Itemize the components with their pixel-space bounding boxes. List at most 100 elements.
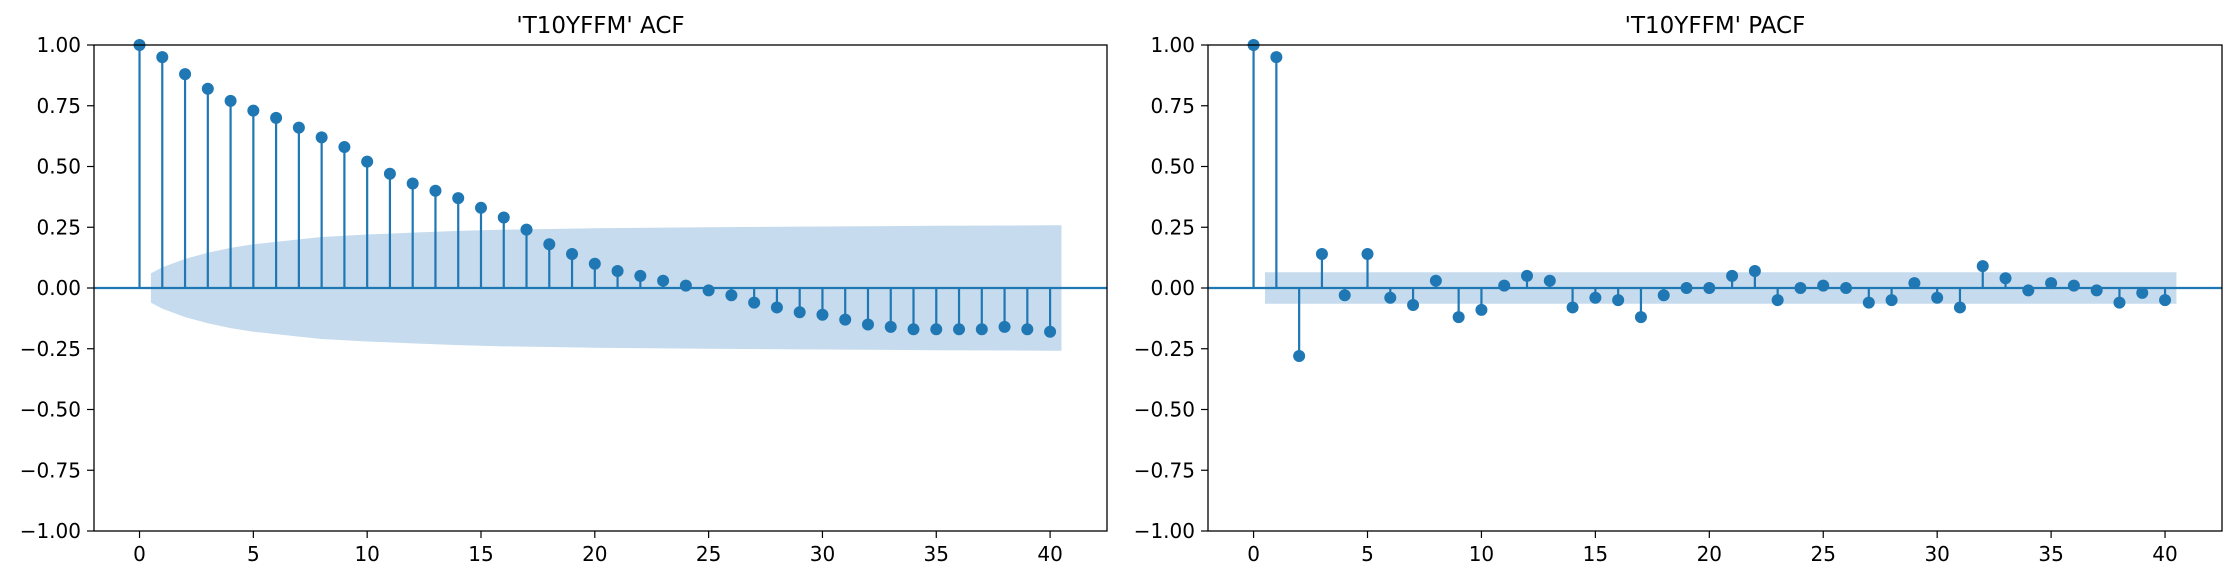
pacf-marker-lag-16	[1612, 294, 1625, 307]
pacf-ytick-label: 1.00	[1150, 33, 1195, 57]
acf-xtick-label: 20	[582, 542, 607, 566]
pacf-marker-lag-8	[1429, 274, 1442, 287]
acf-marker-lag-3	[201, 82, 214, 95]
acf-marker-lag-12	[406, 177, 419, 190]
pacf-marker-lag-38	[2113, 296, 2126, 309]
acf-marker-lag-39	[1021, 323, 1034, 336]
acf-marker-lag-40	[1044, 325, 1057, 338]
pacf-xtick-label: 20	[1697, 542, 1722, 566]
acf-marker-lag-2	[179, 68, 192, 81]
pacf-xtick-label: 35	[2038, 542, 2063, 566]
acf-xtick-label: 0	[133, 542, 146, 566]
pacf-ytick-label: −0.75	[1134, 458, 1195, 482]
acf-marker-lag-18	[543, 238, 556, 251]
acf-marker-lag-24	[679, 279, 692, 292]
acf-marker-lag-22	[634, 269, 647, 282]
acf-ytick-label: 1.00	[36, 33, 81, 57]
acf-chart: 'T10YFFM' ACF 0 5 10 15 20 25 30 35 40 1.00 0.75 0.…	[20, 13, 1108, 566]
pacf-marker-lag-28	[1885, 294, 1898, 307]
acf-marker-lag-33	[884, 320, 897, 333]
pacf-xtick-label: 15	[1583, 542, 1608, 566]
pacf-marker-lag-23	[1771, 294, 1784, 307]
pacf-marker-lag-13	[1543, 274, 1556, 287]
pacf-marker-lag-12	[1521, 269, 1534, 282]
acf-marker-lag-36	[953, 323, 966, 336]
pacf-ytick-label: 0.25	[1150, 215, 1195, 239]
pacf-xtick-label: 40	[2152, 542, 2177, 566]
pacf-marker-lag-37	[2090, 284, 2103, 297]
pacf-ytick-label: 0.75	[1150, 94, 1195, 118]
acf-marker-lag-7	[292, 121, 305, 134]
pacf-marker-lag-22	[1748, 264, 1761, 277]
pacf-xtick-label: 5	[1361, 542, 1374, 566]
pacf-ytick-label: −0.25	[1134, 337, 1195, 361]
pacf-xtick-label: 0	[1247, 542, 1260, 566]
pacf-marker-lag-6	[1384, 291, 1397, 304]
acf-ytick-label: 0.00	[36, 276, 81, 300]
acf-marker-lag-11	[383, 167, 396, 180]
acf-marker-lag-13	[429, 184, 442, 197]
acf-marker-lag-26	[725, 289, 738, 302]
pacf-marker-lag-39	[2136, 286, 2149, 299]
acf-ytick-label: 0.75	[36, 94, 81, 118]
pacf-marker-lag-32	[1976, 260, 1989, 273]
acf-marker-lag-15	[474, 201, 487, 214]
pacf-marker-lag-25	[1817, 279, 1830, 292]
pacf-marker-lag-2	[1293, 350, 1306, 363]
acf-marker-lag-9	[338, 141, 351, 154]
acf-ytick-label: −1.00	[20, 519, 81, 543]
acf-ytick-label: −0.50	[20, 398, 81, 422]
acf-marker-lag-38	[998, 320, 1011, 333]
acf-marker-lag-16	[497, 211, 510, 224]
acf-xtick-label: 5	[247, 542, 260, 566]
acf-marker-lag-37	[975, 323, 988, 336]
acf-marker-lag-4	[224, 94, 237, 107]
pacf-marker-lag-35	[2045, 277, 2058, 290]
pacf-marker-lag-29	[1908, 277, 1921, 290]
pacf-marker-lag-14	[1566, 301, 1579, 314]
pacf-marker-lag-1	[1270, 51, 1283, 64]
acf-marker-lag-34	[907, 323, 920, 336]
pacf-marker-lag-17	[1634, 311, 1647, 324]
pacf-marker-lag-7	[1407, 299, 1420, 312]
pacf-marker-lag-9	[1452, 311, 1465, 324]
pacf-marker-lag-10	[1475, 303, 1488, 316]
acf-marker-lag-21	[611, 264, 624, 277]
acf-xtick-label: 10	[354, 542, 379, 566]
acf-ytick-label: −0.25	[20, 337, 81, 361]
acf-chart-title: 'T10YFFM' ACF	[516, 13, 684, 39]
pacf-marker-lag-33	[1999, 272, 2012, 285]
acf-marker-lag-1	[156, 51, 169, 64]
pacf-marker-lag-34	[2022, 284, 2035, 297]
pacf-marker-lag-27	[1862, 296, 1875, 309]
acf-ytick-label: 0.25	[36, 215, 81, 239]
pacf-chart: 'T10YFFM' PACF 0 5 10 15 20 25 30 35 40 1.00 0.75 0…	[1134, 13, 2223, 566]
pacf-marker-lag-5	[1361, 247, 1374, 260]
pacf-marker-lag-4	[1338, 289, 1351, 302]
pacf-marker-lag-21	[1726, 269, 1739, 282]
pacf-marker-lag-18	[1657, 289, 1670, 302]
acf-xtick-label: 25	[696, 542, 721, 566]
pacf-ytick-label: 0.00	[1150, 276, 1195, 300]
acf-xtick-label: 40	[1037, 542, 1062, 566]
pacf-marker-lag-40	[2159, 294, 2172, 307]
pacf-chart-title: 'T10YFFM' PACF	[1625, 13, 1806, 39]
pacf-ytick-label: 0.50	[1150, 155, 1195, 179]
pacf-marker-lag-11	[1498, 279, 1511, 292]
acf-marker-lag-10	[361, 155, 374, 168]
pacf-xtick-label: 10	[1469, 542, 1494, 566]
pacf-marker-lag-30	[1931, 291, 1944, 304]
pacf-xtick-label: 30	[1924, 542, 1949, 566]
acf-marker-lag-27	[748, 296, 761, 309]
acf-marker-lag-35	[930, 323, 943, 336]
acf-marker-lag-14	[452, 192, 465, 205]
pacf-xtick-label: 25	[1811, 542, 1836, 566]
acf-marker-lag-31	[839, 313, 852, 326]
acf-marker-lag-20	[588, 257, 601, 270]
acf-marker-lag-23	[657, 274, 670, 287]
pacf-marker-lag-31	[1953, 301, 1966, 314]
pacf-ytick-label: −1.00	[1134, 519, 1195, 543]
acf-marker-lag-5	[247, 104, 260, 117]
acf-xtick-label: 35	[924, 542, 949, 566]
